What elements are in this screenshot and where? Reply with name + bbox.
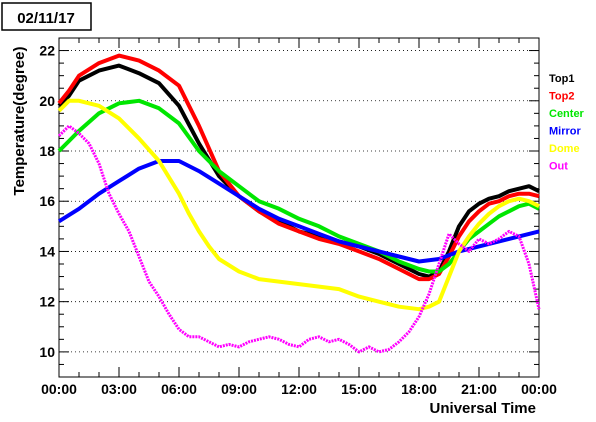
x-tick-label: 00:00 bbox=[41, 381, 77, 397]
gridlines bbox=[59, 50, 539, 353]
x-tick-label: 00:00 bbox=[521, 381, 557, 397]
x-tick-label: 06:00 bbox=[161, 381, 197, 397]
date-label: 02/11/17 bbox=[17, 10, 75, 27]
x-axis-label: Universal Time bbox=[430, 400, 536, 417]
legend-entry-center: Center bbox=[549, 108, 585, 120]
x-tick-label: 21:00 bbox=[461, 381, 497, 397]
legend: Top1 Top2 Center Mirror Dome Out bbox=[549, 73, 585, 173]
legend-entry-out: Out bbox=[549, 161, 568, 173]
x-tick-label: 09:00 bbox=[221, 381, 257, 397]
series-line-center bbox=[57, 98, 540, 274]
legend-entry-dome: Dome bbox=[549, 143, 580, 155]
legend-entry-mirror: Mirror bbox=[549, 126, 582, 138]
y-tick-label: 18 bbox=[39, 143, 55, 159]
y-tick-label: 10 bbox=[39, 344, 55, 360]
plot-frame bbox=[58, 37, 540, 378]
series-line-top2 bbox=[57, 53, 540, 282]
series-line-out bbox=[57, 124, 541, 354]
y-tick-label: 20 bbox=[39, 93, 55, 109]
legend-entry-top2: Top2 bbox=[549, 91, 574, 103]
y-tick-label: 22 bbox=[39, 43, 55, 59]
legend-entry-top1: Top1 bbox=[549, 73, 574, 85]
series-line-dome bbox=[57, 98, 540, 312]
x-tick-label: 03:00 bbox=[101, 381, 137, 397]
x-axis-ticks: 00:00 03:00 06:00 09:00 12:00 15:00 18:00 21:00… bbox=[41, 38, 557, 397]
y-tick-label: 14 bbox=[39, 243, 55, 259]
y-axis-label: Temperature(degree) bbox=[11, 47, 28, 196]
y-tick-label: 16 bbox=[39, 193, 55, 209]
y-axis-ticks: 10 12 14 16 18 20 22 bbox=[39, 37, 539, 378]
x-tick-label: 12:00 bbox=[281, 381, 317, 397]
y-tick-label: 12 bbox=[39, 294, 55, 310]
x-tick-label: 18:00 bbox=[401, 381, 437, 397]
date-label-box: 02/11/17 bbox=[1, 2, 92, 31]
series-group bbox=[57, 53, 541, 354]
x-tick-label: 15:00 bbox=[341, 381, 377, 397]
